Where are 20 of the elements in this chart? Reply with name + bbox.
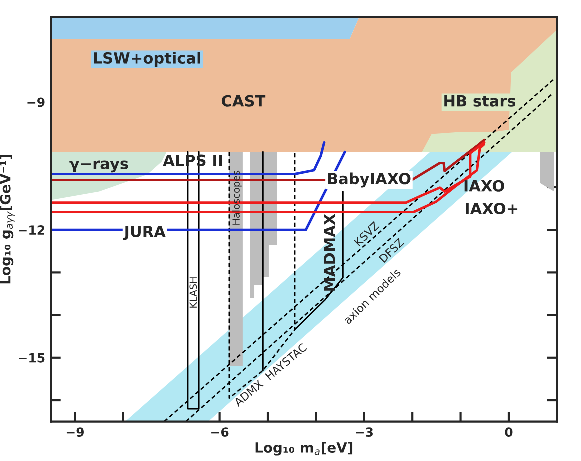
y-tick-label: −12 [19, 226, 44, 235]
y-tick-label: −9 [28, 98, 45, 108]
annotation: IAXO [464, 180, 504, 192]
x-tick-label: 0 [505, 428, 513, 438]
annotation: HB stars [444, 96, 516, 107]
x-tick-label: −9 [66, 428, 84, 438]
annotation: CAST [222, 95, 266, 107]
x-tick-label: −6 [212, 428, 229, 438]
annotation: KLASH [190, 278, 198, 308]
x-tick-label: −3 [356, 428, 373, 438]
y-tick-label: −15 [19, 354, 45, 363]
annotation: IAXO+ [466, 203, 518, 215]
annotation: Haloscopes [232, 170, 242, 225]
annotation: BabyIAXO [328, 172, 411, 188]
annotation: LSW+optical [94, 52, 200, 67]
annotation: JURA [123, 226, 166, 240]
annotation: γ−rays [70, 160, 128, 173]
annotation: MADMAX [324, 214, 336, 291]
y-axis-title: Log₁₀ g$_{aγγ}$[GeV⁻¹] [0, 155, 15, 284]
x-axis-title: Log₁₀ m$_{a}$[eV] [256, 442, 353, 456]
